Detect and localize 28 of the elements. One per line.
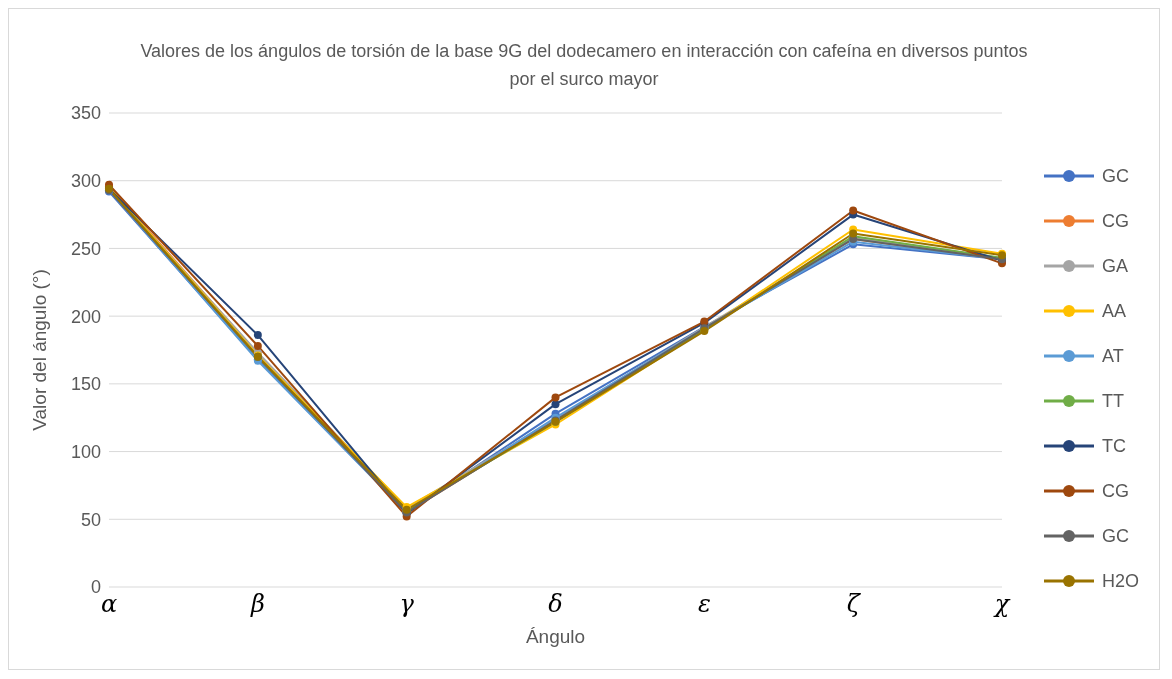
x-axis-title: Ángulo xyxy=(525,626,586,647)
x-tick-label: χ xyxy=(992,590,1011,619)
chart-title: Valores de los ángulos de torsión de la base 9G del dodecamero en interacción con cafeína en diversos puntos por el surco mayor xyxy=(139,40,1029,91)
x-tick-label: ε xyxy=(697,590,711,619)
x-tick-label: δ xyxy=(548,590,563,619)
y-tick-label: 100 xyxy=(70,441,101,462)
legend-label: GC xyxy=(1101,524,1129,548)
legend-label: GC xyxy=(1101,164,1129,188)
y-tick-label: 0 xyxy=(90,577,101,598)
y-tick-label: 250 xyxy=(70,238,101,259)
x-tick-label: α xyxy=(100,590,118,619)
x-tick-label: β xyxy=(249,590,265,619)
y-axis-title: Valor del ángulo (°) xyxy=(28,269,50,431)
y-tick-label: 50 xyxy=(80,509,101,530)
legend-label: AA xyxy=(1101,299,1126,323)
legend-label: CG xyxy=(1101,479,1129,503)
x-tick-label: ζ xyxy=(846,590,862,619)
legend-label: H2O xyxy=(1101,569,1139,593)
y-tick-label: 150 xyxy=(70,374,101,395)
y-tick-label: 200 xyxy=(70,306,101,327)
legend-label: CG xyxy=(1101,209,1129,233)
y-tick-label: 350 xyxy=(70,103,101,124)
legend-label: GA xyxy=(1101,254,1128,278)
legend-label: TT xyxy=(1101,389,1124,413)
x-tick-label: γ xyxy=(399,590,415,619)
y-tick-label: 300 xyxy=(70,171,101,192)
legend-label: TC xyxy=(1101,434,1126,458)
legend-label: AT xyxy=(1101,344,1124,368)
